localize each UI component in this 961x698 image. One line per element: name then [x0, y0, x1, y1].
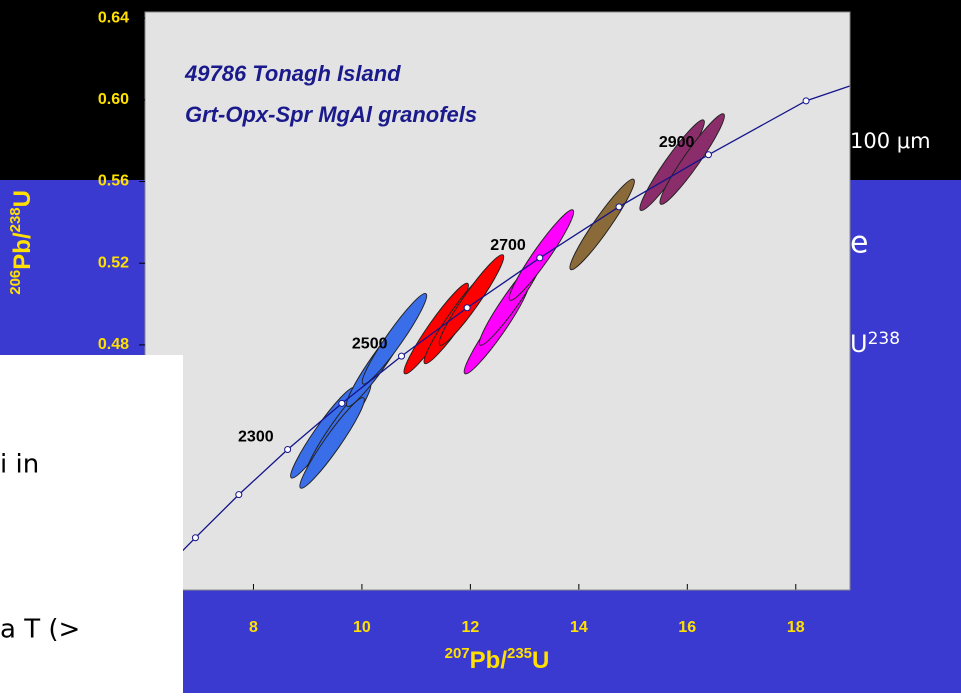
y-tick-label: 0.52	[98, 254, 129, 271]
y-tick-label: 0.48	[98, 336, 129, 353]
x-tick-label: 14	[570, 619, 588, 636]
x-tick-label: 8	[249, 619, 258, 636]
age-marker	[192, 535, 198, 541]
chart-subtitle: Grt-Opx-Spr MgAl granofels	[185, 102, 477, 127]
age-marker	[339, 400, 345, 406]
chart-title: 49786 Tonagh Island	[184, 61, 401, 86]
page: 100 μm e U238 2300250027002900 49786 Ton…	[0, 0, 961, 693]
overlay: i in a T (>	[0, 355, 183, 693]
box-text: i in	[0, 450, 39, 480]
age-label: 2700	[490, 237, 526, 254]
age-marker	[537, 255, 543, 261]
age-marker	[464, 305, 470, 311]
y-tick-label: 0.56	[98, 173, 129, 190]
label-part: 235	[507, 645, 532, 662]
slide: 100 μm e U238 2300250027002900 49786 Ton…	[0, 0, 961, 693]
label-part: U	[532, 647, 549, 674]
age-label: 2300	[238, 429, 274, 446]
label-part: 206	[7, 270, 24, 295]
age-marker	[803, 98, 809, 104]
isotope: U	[850, 330, 868, 358]
x-tick-label: 16	[678, 619, 696, 636]
box-text: a T (>	[0, 615, 80, 645]
label-part: 207	[445, 645, 470, 662]
plot-area	[145, 12, 850, 590]
label-part: Pb/	[470, 647, 508, 674]
y-tick-label: 0.64	[98, 9, 129, 26]
x-tick-label: 18	[787, 619, 805, 636]
x-tick-label: 10	[353, 619, 371, 636]
age-marker	[285, 446, 291, 452]
age-marker	[236, 492, 242, 498]
label-part: Pb/	[9, 232, 36, 270]
age-label: 2500	[352, 335, 388, 352]
age-marker	[705, 152, 711, 158]
scale-bar: 100 μm	[850, 129, 931, 153]
age-label: 2900	[659, 134, 695, 151]
label-part: U	[9, 190, 36, 207]
label-part: 238	[7, 207, 24, 232]
y-tick-label: 0.60	[98, 91, 129, 108]
slide-text: e	[850, 226, 868, 261]
isotope-mass: 238	[868, 329, 900, 349]
x-tick-label: 12	[461, 619, 479, 636]
age-marker	[399, 353, 405, 359]
age-marker	[616, 204, 622, 210]
